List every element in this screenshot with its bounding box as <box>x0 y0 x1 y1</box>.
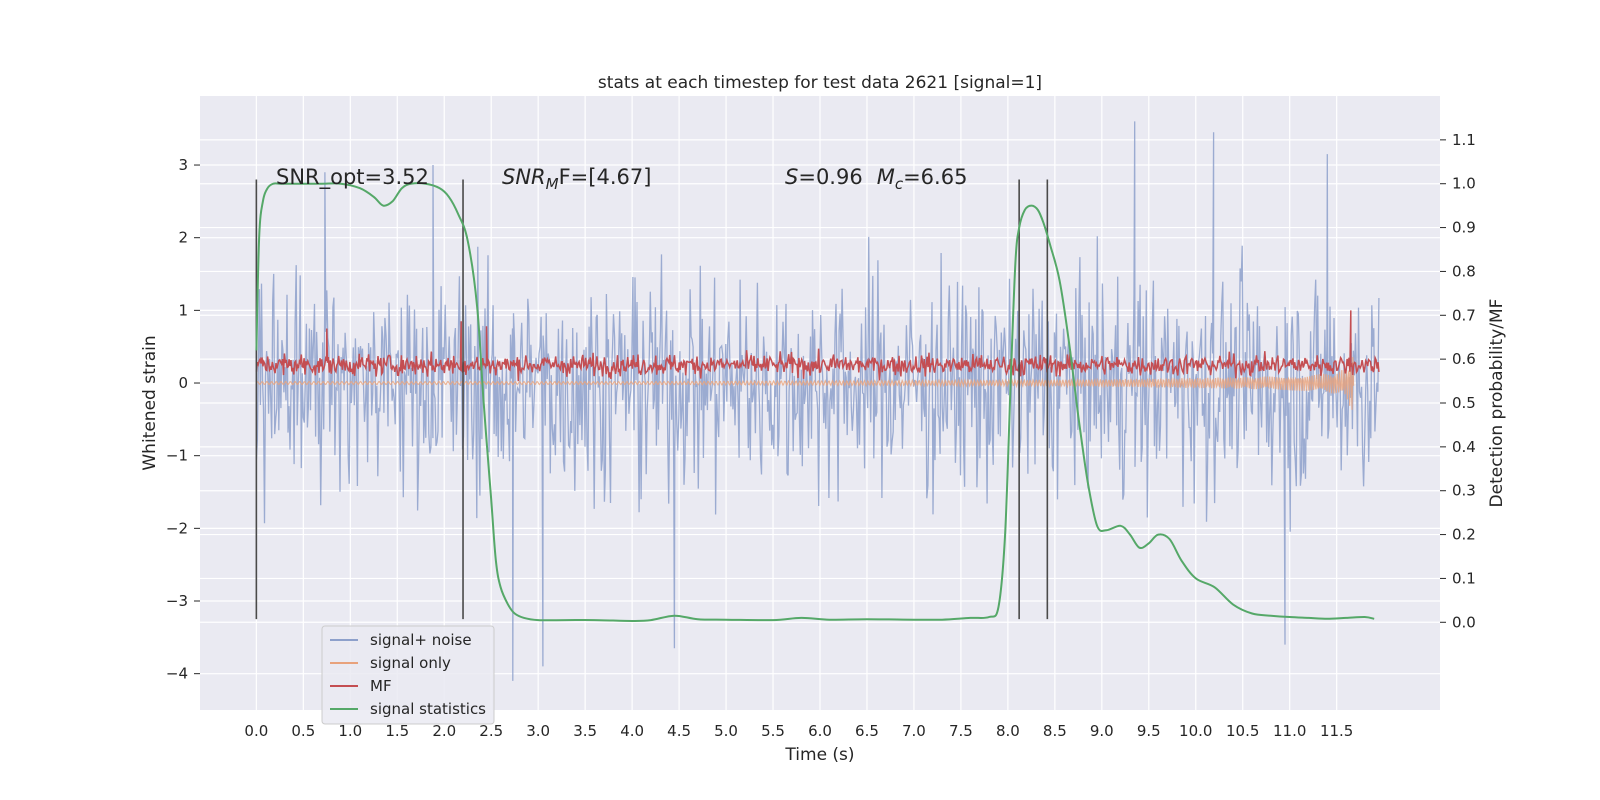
x-tick-label: 2.0 <box>432 722 456 740</box>
x-tick-label: 7.0 <box>902 722 926 740</box>
annotation-mc-label: M <box>877 165 895 189</box>
annotation-mc-value: =6.65 <box>903 165 967 189</box>
y-tick-label: −2 <box>166 519 188 537</box>
mf-line <box>255 310 1380 382</box>
x-tick-label: 11.5 <box>1320 722 1353 740</box>
signal-statistics-line <box>255 182 1375 623</box>
y2-axis-label: Detection probability/MF <box>1487 299 1507 508</box>
x-tick-label: 7.5 <box>949 722 973 740</box>
x-tick-label: 8.0 <box>996 722 1020 740</box>
series-mf <box>255 310 1380 382</box>
x-tick-label: 0.5 <box>291 722 315 740</box>
y2-tick-label: 0.1 <box>1452 569 1476 587</box>
x-tick-label: 11.0 <box>1273 722 1306 740</box>
legend-label-mf: MF <box>370 677 392 695</box>
signal-only-line <box>255 357 1355 410</box>
annotation-snr-opt: SNR_opt=3.52 <box>276 165 429 190</box>
annotation-snr-mf-base: SNR <box>502 165 546 189</box>
x-tick-label: 2.5 <box>479 722 503 740</box>
annotation-s-value: =0.96 <box>798 165 862 189</box>
legend-box <box>321 625 495 725</box>
y2-tick-label: 0.6 <box>1452 350 1476 368</box>
y2-tick-label: 0.5 <box>1452 394 1476 412</box>
y-tick-label: −1 <box>166 447 188 465</box>
x-tick-label: 9.5 <box>1137 722 1161 740</box>
y2-tick-label: 0.3 <box>1452 482 1476 500</box>
series-signal-statistics <box>255 182 1375 623</box>
x-tick-label: 3.5 <box>573 722 597 740</box>
x-tick-label: 4.0 <box>620 722 644 740</box>
y2-tick-label: 1.0 <box>1452 175 1476 193</box>
y2-tick-label: 0.2 <box>1452 526 1476 544</box>
annotation-s-label: S <box>785 165 798 189</box>
chart-title: stats at each timestep for test data 262… <box>598 73 1042 93</box>
x-tick-label: 0.0 <box>244 722 268 740</box>
y-tick-label: 0 <box>178 374 188 392</box>
y2-tick-label: 0.7 <box>1452 306 1476 324</box>
x-tick-label: 6.0 <box>808 722 832 740</box>
legend: signal+ noise signal only MF signal stat… <box>321 625 495 725</box>
x-tick-label: 3.0 <box>526 722 550 740</box>
x-tick-label: 10.5 <box>1226 722 1259 740</box>
y2-tick-label: 1.1 <box>1452 131 1476 149</box>
series-signal-only <box>255 357 1355 410</box>
axis-ticks: 0.0 0.5 1.0 1.5 2.0 2.5 3.0 3.5 4.0 4.5 5.0 5.5 6.0 6… <box>166 131 1476 740</box>
x-tick-label: 5.0 <box>714 722 738 740</box>
x-tick-label: 4.5 <box>667 722 691 740</box>
annotation-snr-mf-value: F=[4.67] <box>559 165 652 189</box>
annotation-snr-mf: SNRMF=[4.67] <box>502 165 651 193</box>
legend-label-signal-statistics: signal statistics <box>370 700 486 718</box>
y2-tick-label: 0.9 <box>1452 219 1476 237</box>
annotation-s-mc: S=0.96 Mc=6.65 <box>785 165 967 193</box>
x-tick-label: 6.5 <box>855 722 879 740</box>
y2-tick-label: 0.0 <box>1452 613 1476 631</box>
y2-tick-label: 0.8 <box>1452 262 1476 280</box>
x-tick-label: 1.0 <box>338 722 362 740</box>
x-axis-label: Time (s) <box>784 745 854 765</box>
annotation-snr-mf-sub: M <box>546 175 559 193</box>
y-tick-label: 3 <box>178 156 188 174</box>
y-axis-label: Whitened strain <box>140 335 160 470</box>
legend-label-signal-only: signal only <box>370 654 451 672</box>
legend-label-signal-noise: signal+ noise <box>370 631 472 649</box>
y-tick-label: 2 <box>178 229 188 247</box>
y-tick-label: −3 <box>166 592 188 610</box>
annotation-mc-sub: c <box>895 175 904 193</box>
y-tick-label: 1 <box>178 301 188 319</box>
x-tick-label: 10.0 <box>1179 722 1212 740</box>
x-tick-label: 8.5 <box>1043 722 1067 740</box>
x-tick-label: 9.0 <box>1090 722 1114 740</box>
y-tick-label: −4 <box>166 665 188 683</box>
x-tick-label: 1.5 <box>385 722 409 740</box>
vertical-markers <box>255 179 1049 620</box>
y2-tick-label: 0.4 <box>1452 438 1476 456</box>
x-tick-label: 5.5 <box>761 722 785 740</box>
